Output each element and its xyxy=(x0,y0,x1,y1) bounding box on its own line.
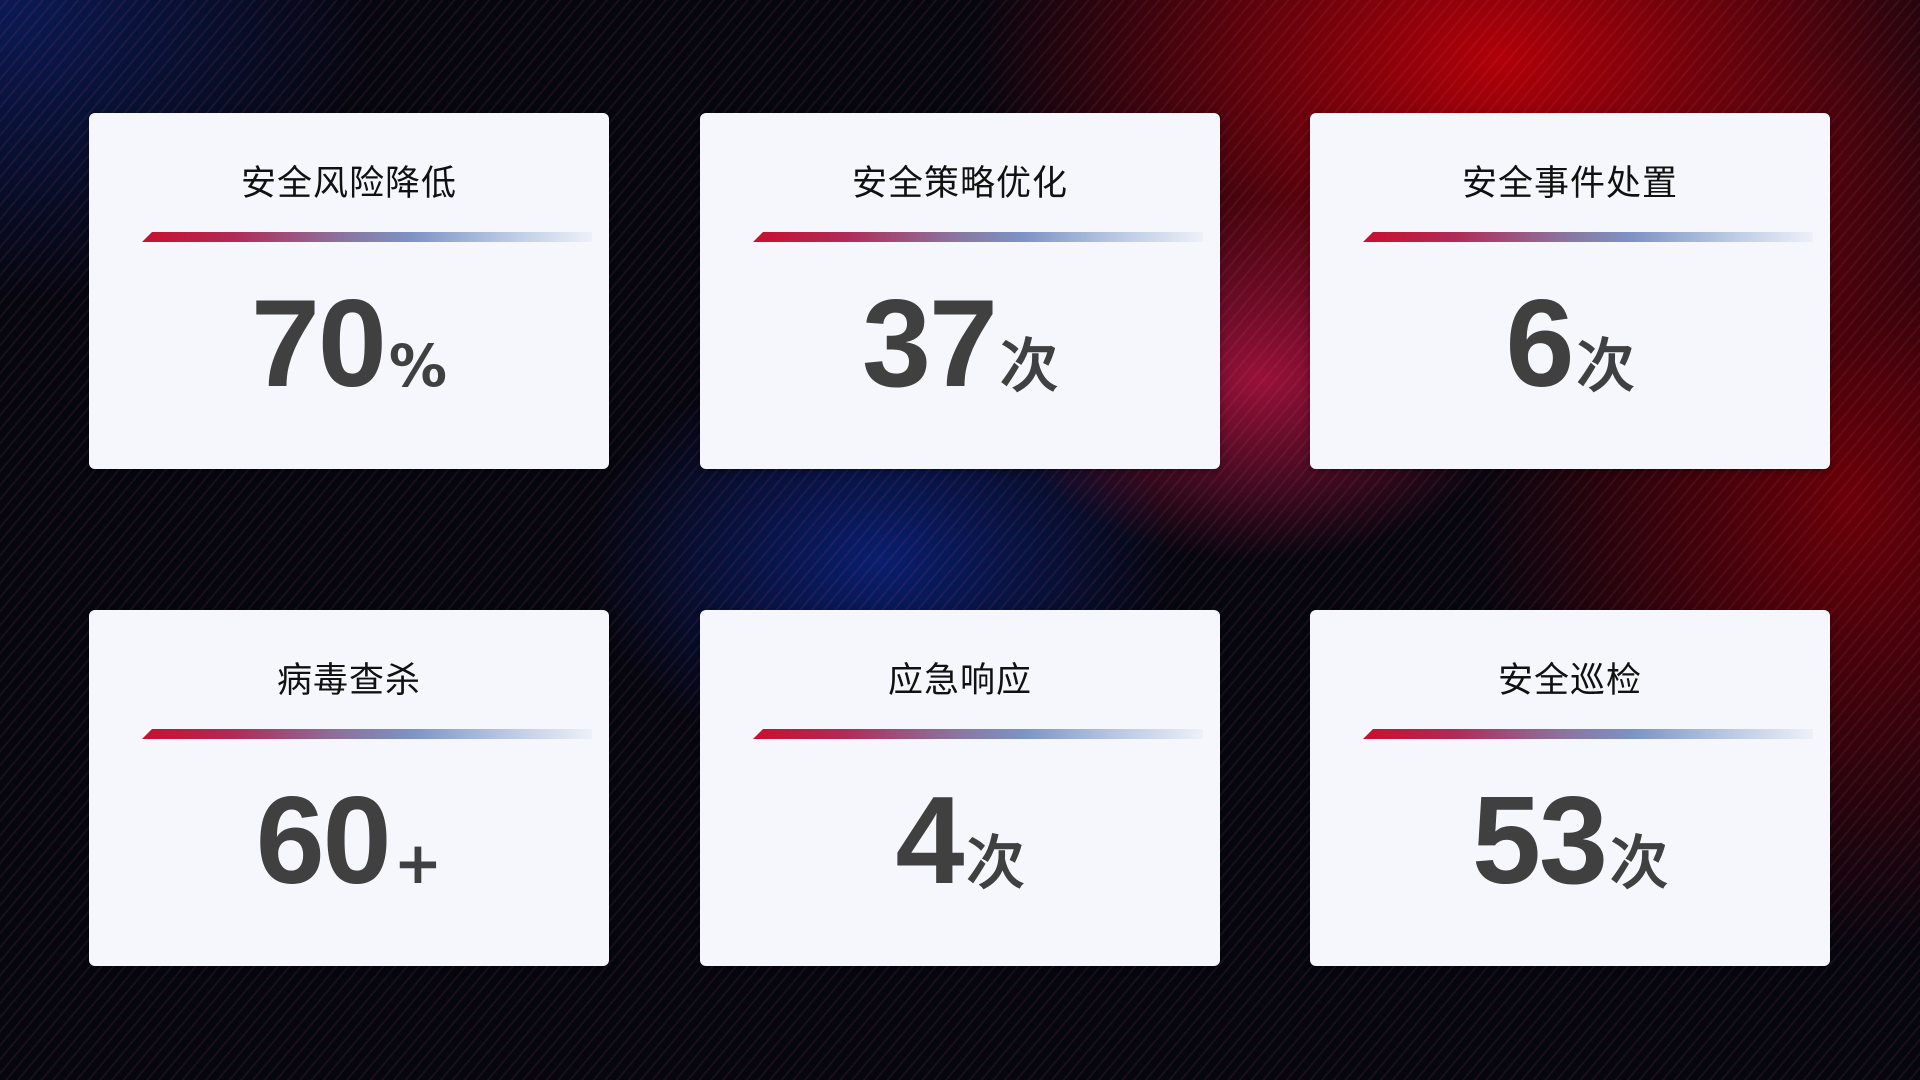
gradient-divider xyxy=(142,729,592,739)
value-unit: 次 xyxy=(1576,332,1635,400)
card-security-risk-reduction: 安全风险降低 70% xyxy=(89,113,609,469)
card-title: 安全策略优化 xyxy=(851,164,1068,204)
card-security-patrol: 安全巡检 53次 xyxy=(1310,610,1830,966)
value-unit: 次 xyxy=(1609,829,1668,897)
value-number: 70 xyxy=(250,275,387,413)
card-value: 60+ xyxy=(89,770,609,912)
card-title: 应急响应 xyxy=(887,661,1032,701)
gradient-divider xyxy=(1363,729,1813,739)
card-value: 37次 xyxy=(700,273,1220,415)
card-virus-removal: 病毒查杀 60+ xyxy=(89,610,609,966)
value-unit: % xyxy=(388,332,448,400)
card-title: 病毒查杀 xyxy=(276,661,421,701)
value-number: 53 xyxy=(1472,772,1608,910)
gradient-divider xyxy=(1363,232,1813,242)
card-value: 4次 xyxy=(700,770,1220,912)
card-security-incident-handling: 安全事件处置 6次 xyxy=(1310,113,1830,469)
card-emergency-response: 应急响应 4次 xyxy=(700,610,1220,966)
value-unit: + xyxy=(393,829,443,897)
value-number: 4 xyxy=(895,772,965,910)
value-unit: 次 xyxy=(966,829,1025,897)
card-title: 安全巡检 xyxy=(1497,661,1642,701)
value-number: 6 xyxy=(1505,275,1575,413)
card-title: 安全事件处置 xyxy=(1461,164,1678,204)
value-unit: 次 xyxy=(999,332,1058,400)
card-value: 6次 xyxy=(1310,273,1830,415)
card-title: 安全风险降低 xyxy=(240,164,457,204)
gradient-divider xyxy=(753,232,1203,242)
card-value: 53次 xyxy=(1310,770,1830,912)
gradient-divider xyxy=(142,232,592,242)
card-value: 70% xyxy=(89,273,609,415)
gradient-divider xyxy=(753,729,1203,739)
card-security-policy-optimization: 安全策略优化 37次 xyxy=(700,113,1220,469)
value-number: 37 xyxy=(862,275,998,413)
value-number: 60 xyxy=(255,772,392,910)
